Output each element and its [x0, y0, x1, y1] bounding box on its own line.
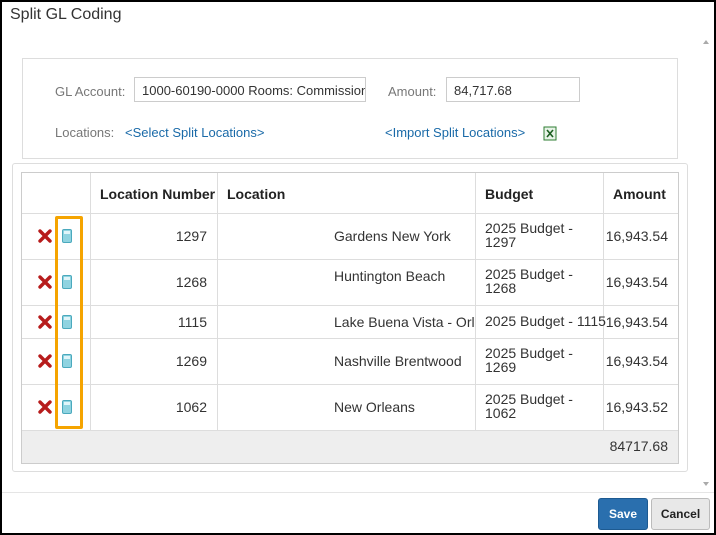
amount: 16,943.54 — [605, 274, 668, 290]
location-name: Lake Buena Vista - Orl — [334, 313, 475, 330]
split-table: Location Number Location Budget Amount 1297 G… — [21, 172, 679, 464]
budget: 2025 Budget - 1268 — [485, 266, 573, 296]
column-divider — [217, 173, 218, 430]
column-divider — [475, 173, 476, 430]
delete-icon[interactable] — [38, 314, 52, 329]
amount: 16,943.52 — [605, 399, 668, 415]
amount-input[interactable]: 84,717.68 — [446, 77, 580, 102]
total-amount: 84717.68 — [609, 438, 668, 454]
amount-label: Amount: — [388, 84, 437, 99]
footer-divider — [2, 492, 714, 493]
highlight-box — [55, 216, 83, 429]
delete-icon[interactable] — [38, 229, 52, 243]
column-header: Location — [227, 186, 286, 202]
cancel-button[interactable]: Cancel — [651, 498, 710, 530]
row-divider — [22, 259, 678, 260]
location-number: 1115 — [177, 313, 207, 330]
budget: 2025 Budget - 1297 — [485, 220, 573, 250]
calculator-icon[interactable] — [62, 229, 72, 243]
row-divider — [22, 384, 678, 385]
dialog-title: Split GL Coding — [10, 6, 122, 23]
table-panel — [12, 163, 688, 472]
gl-account-input[interactable]: 1000-60190-0000 Rooms: Commission — [134, 77, 366, 102]
column-divider — [90, 173, 91, 430]
form-panel — [22, 58, 678, 159]
total-row-bg — [22, 431, 678, 463]
import-locations-link[interactable]: <Import Split Locations> — [385, 125, 526, 140]
save-button[interactable]: Save — [598, 498, 648, 530]
column-header: Amount — [613, 186, 666, 202]
delete-icon[interactable] — [38, 400, 52, 414]
select-locations-link[interactable]: <Select Split Locations> — [125, 125, 265, 140]
calculator-icon[interactable] — [62, 314, 72, 329]
calculator-icon[interactable] — [62, 400, 72, 414]
column-header: Budget — [485, 186, 534, 202]
calculator-icon[interactable] — [62, 354, 72, 368]
amount: 16,943.54 — [605, 228, 668, 244]
amount: 16,943.54 — [605, 353, 668, 369]
calculator-icon[interactable] — [62, 275, 72, 289]
scroll-arrows — [703, 40, 709, 486]
row-divider — [22, 430, 678, 431]
budget: 2025 Budget - 1062 — [485, 391, 573, 421]
location-name: Gardens New York — [334, 228, 451, 244]
row-divider — [22, 305, 678, 306]
delete-icon[interactable] — [38, 275, 52, 289]
row-divider — [22, 338, 678, 339]
gl-account-label: GL Account: — [55, 84, 126, 99]
location-number: 1269 — [175, 353, 207, 369]
location-number: 1268 — [175, 274, 207, 290]
amount: 16,943.54 — [605, 313, 668, 330]
locations-label: Locations: — [55, 125, 115, 140]
scrollbar[interactable] — [700, 34, 712, 492]
delete-icon[interactable] — [38, 354, 52, 368]
budget: 2025 Budget - 1115 — [485, 312, 606, 329]
location-name: New Orleans — [334, 399, 415, 415]
column-header: Location Number — [100, 186, 216, 202]
location-name: Nashville Brentwood — [334, 353, 462, 369]
location-number: 1297 — [175, 228, 207, 244]
location-number: 1062 — [175, 399, 207, 415]
row-divider — [22, 213, 678, 214]
budget: 2025 Budget - 1269 — [485, 345, 573, 375]
column-divider — [603, 173, 604, 430]
excel-icon[interactable] — [543, 126, 557, 141]
location-name: Huntington Beach — [334, 268, 446, 284]
